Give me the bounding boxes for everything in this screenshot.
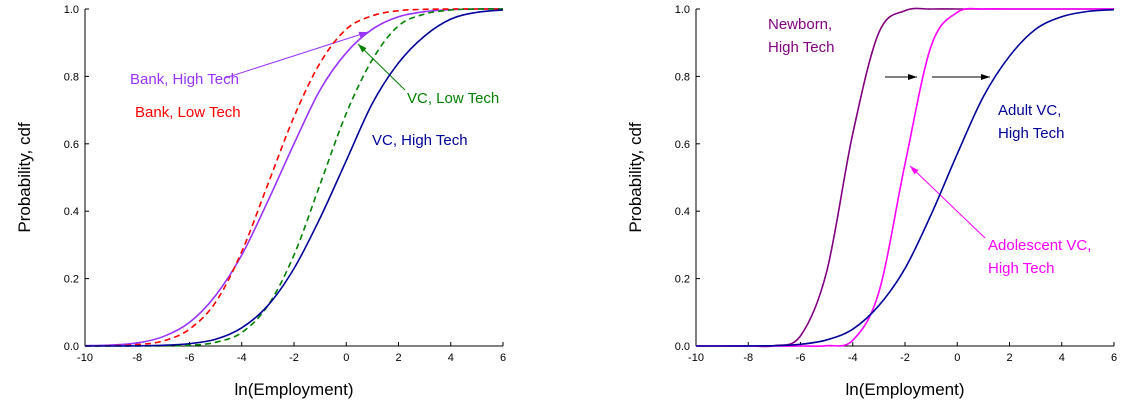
y-tick-label: 0.4 (675, 206, 690, 218)
y-tick-label: 1.0 (675, 4, 690, 16)
y-tick-label: 0.2 (64, 274, 79, 286)
series-line (695, 8, 1115, 347)
x-tick-label: 2 (1006, 352, 1012, 364)
arrow-head (358, 31, 368, 38)
y-tick-label: 0.4 (64, 206, 79, 218)
x-tick-label: -6 (796, 352, 806, 364)
annotation-arrow (909, 165, 986, 239)
x-tick-label: 4 (1059, 352, 1065, 364)
series-line (84, 8, 504, 347)
y-axis-label: Probability, cdf (15, 122, 34, 233)
x-tick-label: 2 (395, 352, 401, 364)
y-tick-label: 1.0 (64, 4, 79, 16)
y-tick-label: 0.6 (64, 139, 79, 151)
x-tick-label: -2 (289, 352, 299, 364)
arrow-head (908, 74, 917, 80)
y-tick-label: 0.6 (675, 139, 690, 151)
series-label: High Tech (988, 260, 1054, 277)
series-label: VC, High Tech (372, 132, 468, 149)
x-tick-label: 6 (500, 352, 506, 364)
x-tick-label: -6 (185, 352, 195, 364)
x-tick-label: -2 (900, 352, 910, 364)
x-tick-label: -10 (688, 352, 704, 364)
x-tick-label: -4 (848, 352, 858, 364)
x-tick-label: 6 (1111, 352, 1117, 364)
series-label: Adolescent VC, (988, 237, 1091, 254)
x-tick-label: 4 (448, 352, 454, 364)
x-axis-label: ln(Employment) (845, 380, 964, 399)
y-axis-label: Probability, cdf (626, 122, 645, 233)
x-tick-label: 0 (343, 352, 349, 364)
series-label: Newborn, (768, 16, 832, 33)
x-tick-label: -10 (77, 352, 93, 364)
y-tick-label: 0.2 (675, 274, 690, 286)
series-line (696, 7, 1114, 348)
arrow-head (358, 44, 367, 53)
arrow-head (981, 74, 990, 80)
x-tick-label: -8 (132, 352, 142, 364)
series-label: VC, Low Tech (407, 90, 499, 107)
x-tick-label: 0 (954, 352, 960, 364)
series-label: High Tech (768, 39, 834, 56)
arrow-head (910, 166, 919, 175)
y-tick-label: 0.8 (64, 71, 79, 83)
x-tick-label: -8 (743, 352, 753, 364)
annotation-arrow (357, 43, 406, 91)
y-tick-label: 0.0 (64, 341, 79, 353)
y-tick-label: 0.8 (675, 71, 690, 83)
series-line (85, 8, 504, 347)
series-label: Bank, Low Tech (135, 104, 241, 121)
series-label: Adult VC, (998, 102, 1061, 119)
annotation-arrow (224, 31, 369, 79)
series-label: Bank, High Tech (130, 71, 239, 88)
series-label: High Tech (998, 125, 1064, 142)
x-tick-label: -4 (237, 352, 247, 364)
x-axis-label: ln(Employment) (234, 380, 353, 399)
y-tick-label: 0.0 (675, 341, 690, 353)
series-line (84, 8, 503, 347)
series-line (84, 9, 504, 347)
series-line (696, 7, 1114, 347)
